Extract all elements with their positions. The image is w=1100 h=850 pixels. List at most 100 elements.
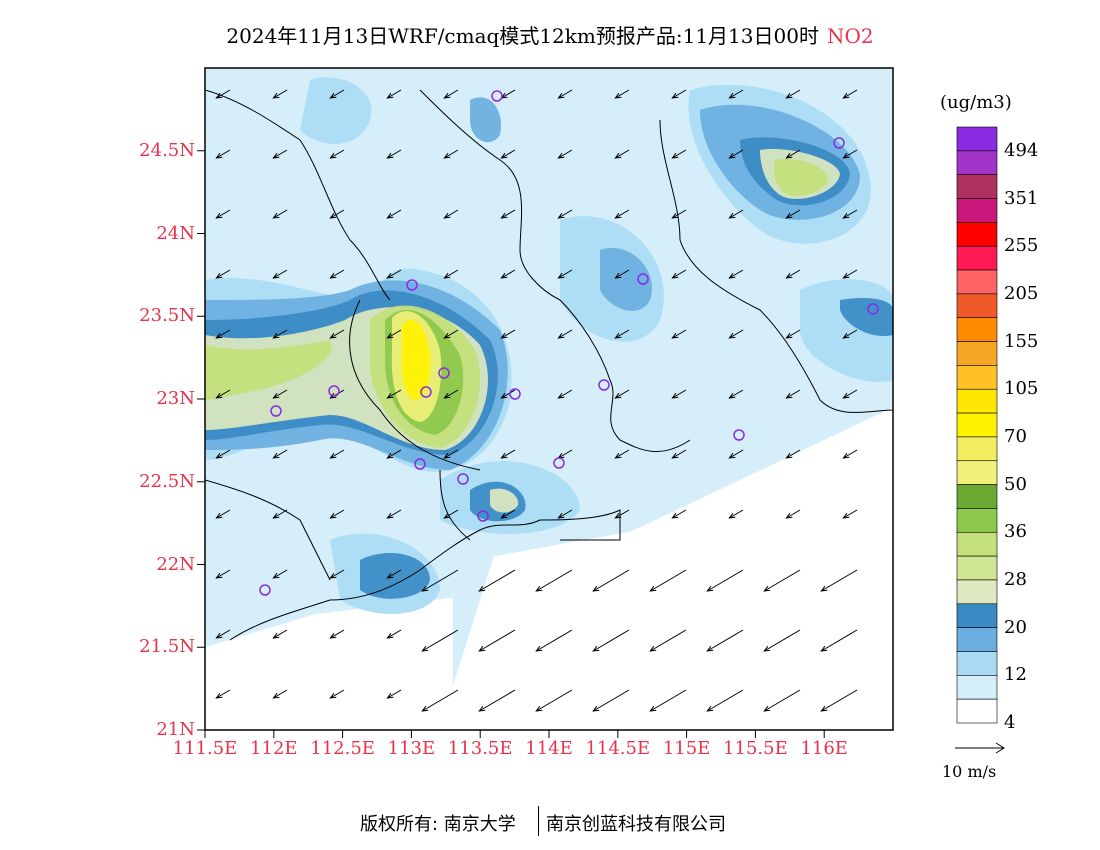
- colorbar-label: 105: [1004, 378, 1039, 400]
- colorbar-segment: [956, 627, 998, 652]
- wind-arrow: [671, 209, 687, 219]
- wind-arrow: [728, 149, 744, 159]
- wind-arrow: [842, 509, 858, 519]
- concentration-patch: [470, 97, 501, 143]
- wind-arrow: [649, 689, 687, 712]
- lon-tick-label: 112.5E: [310, 738, 375, 759]
- wind-arrow: [215, 569, 231, 579]
- colorbar-segment: [956, 245, 998, 271]
- wind-arrow: [500, 149, 516, 159]
- wind-arrow: [443, 449, 459, 459]
- wind-arrow: [386, 629, 402, 639]
- colorbar-segment: [956, 555, 998, 581]
- wind-arrow: [386, 509, 402, 519]
- wind-arrow: [329, 89, 345, 99]
- colorbar-segment: [956, 317, 998, 342]
- wind-arrow: [557, 209, 573, 219]
- colorbar-segment: [956, 269, 998, 295]
- monitoring-station: [833, 137, 845, 149]
- wind-arrow: [535, 569, 573, 592]
- colorbar-label: 351: [1004, 187, 1039, 209]
- wind-arrow: [592, 629, 630, 652]
- colorbar-label: 50: [1004, 473, 1027, 495]
- wind-arrow: [671, 389, 687, 399]
- colorbar-segment: [956, 198, 998, 223]
- wind-arrow: [272, 629, 288, 639]
- wind-arrow: [763, 569, 801, 592]
- colorbar-segment: [956, 388, 998, 414]
- monitoring-station: [457, 473, 469, 485]
- monitoring-station: [477, 510, 489, 522]
- monitoring-station: [553, 457, 565, 469]
- colorbar-segment: [956, 436, 998, 462]
- lat-tick-label: 22N: [156, 553, 195, 575]
- wind-arrow: [706, 569, 744, 592]
- wind-arrow: [785, 209, 801, 219]
- wind-arrow: [478, 569, 516, 592]
- wind-arrow: [215, 509, 231, 519]
- wind-arrow: [842, 449, 858, 459]
- wind-arrow: [728, 509, 744, 519]
- boundary-line: [205, 89, 391, 301]
- wind-arrow: [329, 209, 345, 219]
- monitoring-station: [270, 405, 282, 417]
- lat-tick-label: 23N: [156, 388, 195, 409]
- wind-arrow: [500, 209, 516, 219]
- wind-arrow: [500, 509, 516, 519]
- wind-arrow: [706, 629, 744, 652]
- colorbar-segment: [956, 508, 998, 533]
- wind-arrow: [272, 509, 288, 519]
- wind-arrow: [671, 89, 687, 99]
- colorbar-label: 255: [1004, 235, 1039, 257]
- colorbar-segment: [956, 484, 998, 509]
- wind-arrow: [443, 209, 459, 219]
- wind-arrow: [500, 389, 516, 399]
- wind-reference-arrow: [955, 742, 1005, 754]
- wind-arrow: [421, 629, 459, 652]
- wind-arrow: [272, 89, 288, 99]
- wind-arrow: [557, 89, 573, 99]
- boundary-line: [559, 299, 691, 453]
- concentration-patch: [600, 248, 652, 311]
- wind-arrow: [557, 329, 573, 339]
- wind-arrow: [649, 629, 687, 652]
- wind-arrow: [671, 269, 687, 279]
- wind-arrow: [329, 509, 345, 519]
- wind-arrow: [728, 89, 744, 99]
- wind-arrow: [386, 689, 402, 699]
- wind-arrow: [614, 389, 630, 399]
- wind-arrow: [215, 209, 231, 219]
- copyright-left: 版权所有: 南京大学: [360, 814, 516, 835]
- wind-arrow: [386, 569, 402, 579]
- wind-arrow: [386, 89, 402, 99]
- wind-arrow: [842, 149, 858, 159]
- lat-tick-label: 23.5N: [139, 305, 195, 327]
- lon-tick-label: 112E: [250, 738, 298, 759]
- wind-arrow: [728, 389, 744, 399]
- colorbar-label: 20: [1004, 616, 1027, 638]
- wind-arrow: [443, 509, 459, 519]
- title-pollutant: NO2: [826, 24, 874, 48]
- wind-arrow: [842, 89, 858, 99]
- wind-arrow: [614, 329, 630, 339]
- wind-arrow: [706, 689, 744, 712]
- wind-arrow: [329, 269, 345, 279]
- concentration-patch: [401, 319, 431, 400]
- monitoring-station: [328, 385, 340, 397]
- colorbar-segment: [956, 698, 998, 724]
- wind-arrow: [386, 149, 402, 159]
- wind-arrow: [215, 269, 231, 279]
- monitoring-station: [420, 386, 432, 398]
- wind-arrow: [785, 149, 801, 159]
- lat-tick-label: 24N: [156, 222, 195, 244]
- wind-arrow: [671, 149, 687, 159]
- wind-arrow: [329, 689, 345, 699]
- colorbar-segment: [956, 150, 998, 175]
- wind-arrow: [842, 389, 858, 399]
- colorbar-label: 155: [1004, 330, 1039, 352]
- figure-title: 2024年11月13日WRF/cmaq模式12km预报产品:11月13日00时 N…: [0, 20, 1100, 49]
- wind-arrow: [785, 509, 801, 519]
- wind-arrow: [443, 329, 459, 339]
- wind-arrow: [535, 629, 573, 652]
- concentration-patch: [840, 298, 893, 336]
